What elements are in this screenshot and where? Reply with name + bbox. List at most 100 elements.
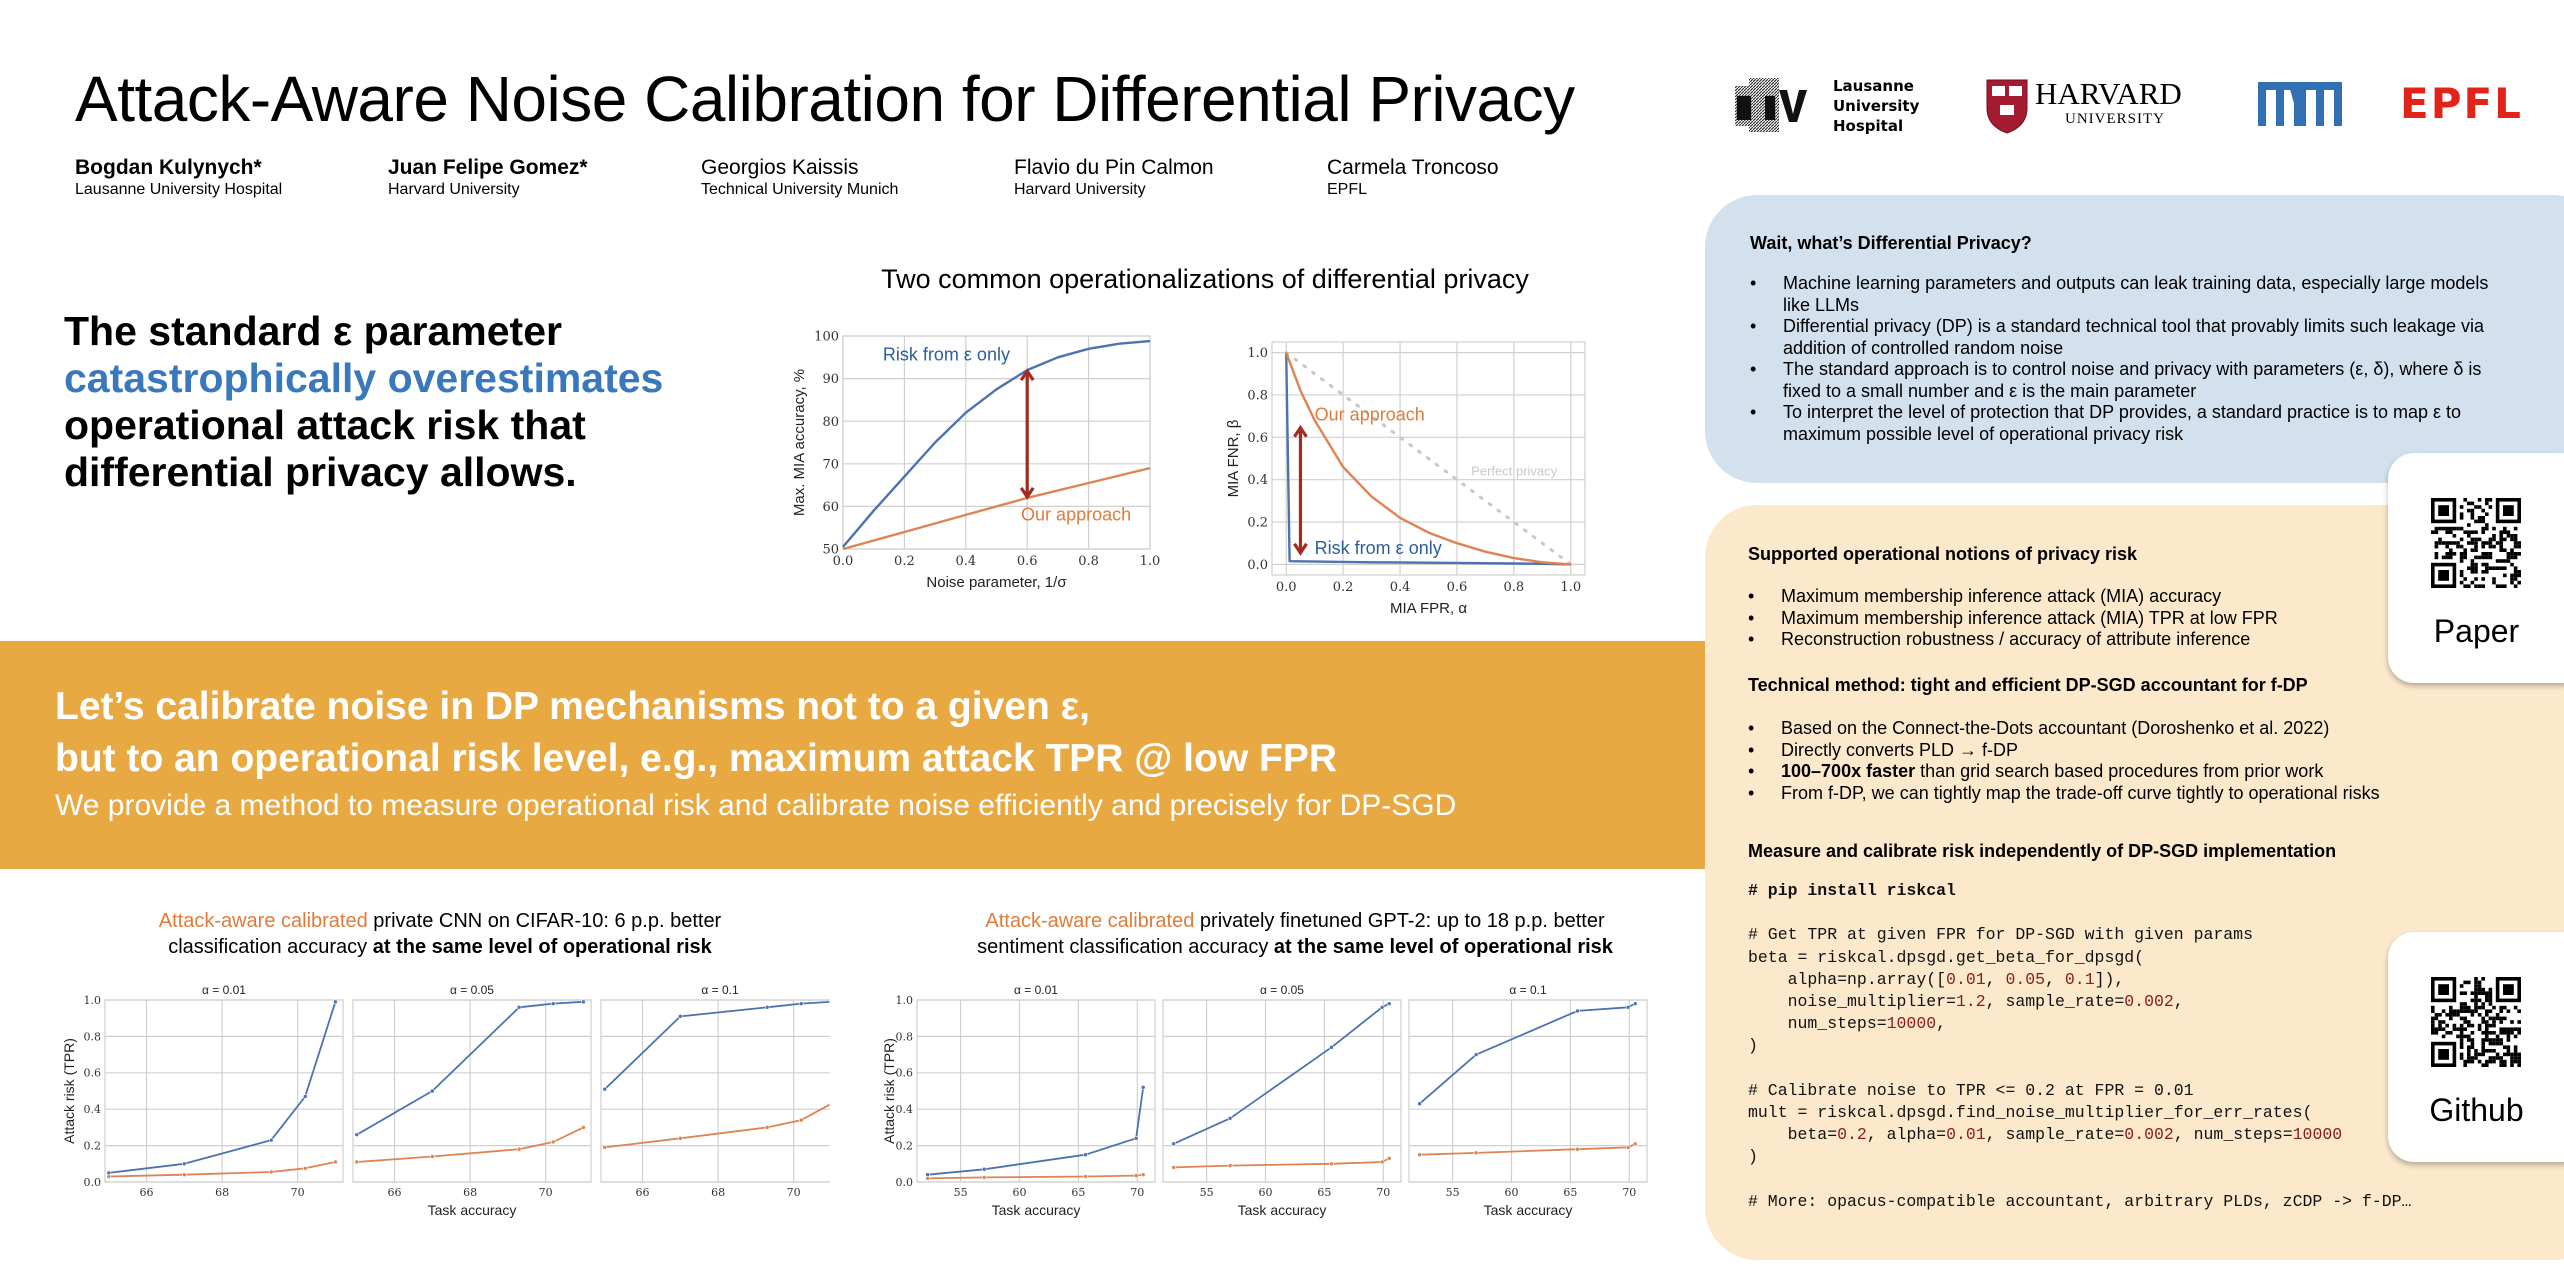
qr-module: [2513, 570, 2518, 574]
qr-module: [2503, 1052, 2507, 1057]
qr-module: [2517, 1027, 2521, 1031]
bullet-text: than grid search based procedures from p…: [1915, 761, 2324, 781]
qr-module: [2495, 1016, 2500, 1021]
qr-module: [2492, 544, 2496, 549]
qr-module: [2449, 530, 2453, 534]
qr-module: [2474, 998, 2478, 1003]
qr-module: [2499, 1038, 2503, 1042]
arrow-head-bottom: [1019, 486, 1035, 500]
qr-module: [2499, 537, 2503, 542]
y-tick-label: 1.0: [84, 994, 102, 1007]
qr-module: [2459, 1041, 2464, 1046]
paper-qr-card[interactable]: Paper: [2388, 453, 2564, 683]
paper-qr-code-icon[interactable]: [2431, 498, 2521, 588]
qr-module: [2470, 530, 2475, 534]
qr-module: [2495, 584, 2500, 588]
qr-finder: [2495, 977, 2521, 1003]
qr-module: [2506, 534, 2511, 538]
x-tick-label: 60: [1013, 1186, 1027, 1199]
qr-module: [2459, 555, 2464, 560]
qr-module: [2499, 1041, 2503, 1046]
plot-area: [104, 999, 344, 1183]
qr-module: [2499, 1027, 2503, 1031]
harvard-shield-icon: [1986, 79, 2028, 134]
qr-module: [2474, 541, 2478, 545]
code-number: 0.01: [1946, 1125, 1986, 1145]
qr-module: [2499, 1009, 2503, 1013]
qr-module: [2463, 577, 2467, 581]
data-point: [516, 1004, 522, 1010]
qr-module: [2459, 1031, 2464, 1035]
qr-module: [2477, 1027, 2482, 1031]
data-point: [1083, 1174, 1088, 1179]
github-qr-code-icon[interactable]: [2431, 977, 2521, 1067]
qr-module: [2452, 1023, 2457, 1028]
qr-module: [2485, 1009, 2489, 1013]
qr-module: [2438, 1023, 2442, 1028]
qr-module: [2463, 1009, 2467, 1013]
qr-module: [2467, 1034, 2471, 1039]
data-point: [1625, 1004, 1631, 1010]
qr-module: [2474, 1049, 2478, 1053]
plot-area: [600, 999, 830, 1183]
data-point: [798, 1117, 804, 1123]
qr-module: [2481, 562, 2485, 567]
qr-module: [2431, 1031, 2435, 1035]
data-point: [550, 1001, 556, 1006]
data-point: [182, 1161, 187, 1167]
qr-module: [2488, 498, 2493, 502]
x-tick-label: 70: [1376, 1186, 1390, 1199]
code-comment: # More: opacus-compatible accountant, ar…: [1748, 1191, 2412, 1211]
code-text: beta=: [1748, 1125, 1838, 1145]
data-point: [678, 1136, 683, 1141]
qr-module: [2481, 1016, 2485, 1021]
qr-module: [2456, 1013, 2460, 1017]
qr-module: [2485, 555, 2489, 560]
qr-module: [2513, 555, 2518, 560]
x-tick-label: 0.8: [1078, 554, 1099, 569]
qr-module: [2467, 1023, 2471, 1028]
qr-module: [2481, 552, 2485, 556]
qr-module: [2510, 537, 2514, 542]
qr-module: [2488, 1023, 2493, 1028]
qr-module: [2503, 530, 2507, 534]
qr-module: [2488, 505, 2493, 509]
technical-bullets: Based on the Connect-the-Dots accountant…: [1748, 718, 2468, 804]
qr-module: [2492, 1059, 2496, 1064]
qr-module: [2441, 1034, 2446, 1039]
author-name: Georgios Kaissis: [701, 156, 859, 179]
qr-module: [2488, 555, 2493, 560]
qr-module: [2459, 526, 2464, 531]
data-point: [581, 1125, 586, 1130]
qr-module: [2467, 523, 2471, 527]
code-number: 0.1: [2064, 969, 2095, 989]
list-item: Machine learning parameters and outputs …: [1750, 273, 2490, 316]
x-tick-label: 0.0: [833, 554, 854, 569]
qr-module: [2492, 580, 2496, 585]
github-label: Github: [2429, 1092, 2524, 1128]
data-point: [354, 1159, 360, 1165]
qr-module: [2517, 1020, 2521, 1024]
qr-module: [2474, 984, 2478, 988]
list-item: Directly converts PLD → f-DP: [1748, 740, 2468, 762]
qr-module: [2459, 1016, 2464, 1021]
qr-module: [2431, 1023, 2435, 1028]
author-affiliation: Lausanne University Hospital: [75, 181, 283, 198]
qr-module: [2459, 984, 2464, 988]
author-name: Bogdan Kulynych*: [75, 156, 262, 179]
qr-module: [2517, 580, 2521, 585]
qr-module: [2510, 552, 2514, 556]
qr-finder-center: [2438, 984, 2449, 995]
qr-module: [2485, 501, 2489, 506]
data-point: [1417, 1152, 1422, 1157]
qr-module: [2459, 1023, 2464, 1028]
github-qr-card[interactable]: Github: [2388, 932, 2564, 1162]
series-line-our-approach: [1285, 352, 1571, 566]
y-tick-label: 100: [814, 330, 839, 345]
qr-module: [2488, 995, 2493, 999]
qr-module: [2441, 1009, 2446, 1013]
qr-module: [2470, 501, 2475, 506]
qr-module: [2467, 541, 2471, 545]
qr-module: [2431, 1009, 2435, 1013]
qr-module: [2463, 548, 2467, 552]
